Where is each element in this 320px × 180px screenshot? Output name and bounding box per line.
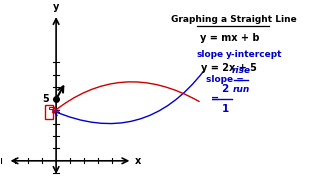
Bar — [50, 107, 53, 109]
Text: y = mx + b: y = mx + b — [199, 33, 259, 43]
Text: x: x — [135, 156, 141, 166]
Text: 1: 1 — [221, 104, 229, 114]
Text: Graphing a Straight Line: Graphing a Straight Line — [171, 15, 296, 24]
Text: y: y — [53, 2, 59, 12]
Text: slope: slope — [196, 50, 223, 59]
Text: y-intercept: y-intercept — [226, 50, 283, 59]
Bar — [45, 105, 53, 119]
Text: =: = — [211, 94, 220, 104]
Text: 2: 2 — [221, 84, 229, 94]
Text: y = 2x + 5: y = 2x + 5 — [201, 63, 257, 73]
Text: run: run — [232, 85, 250, 94]
Text: slope =: slope = — [206, 75, 244, 84]
Text: 5: 5 — [43, 94, 49, 104]
Text: rise: rise — [231, 66, 251, 75]
